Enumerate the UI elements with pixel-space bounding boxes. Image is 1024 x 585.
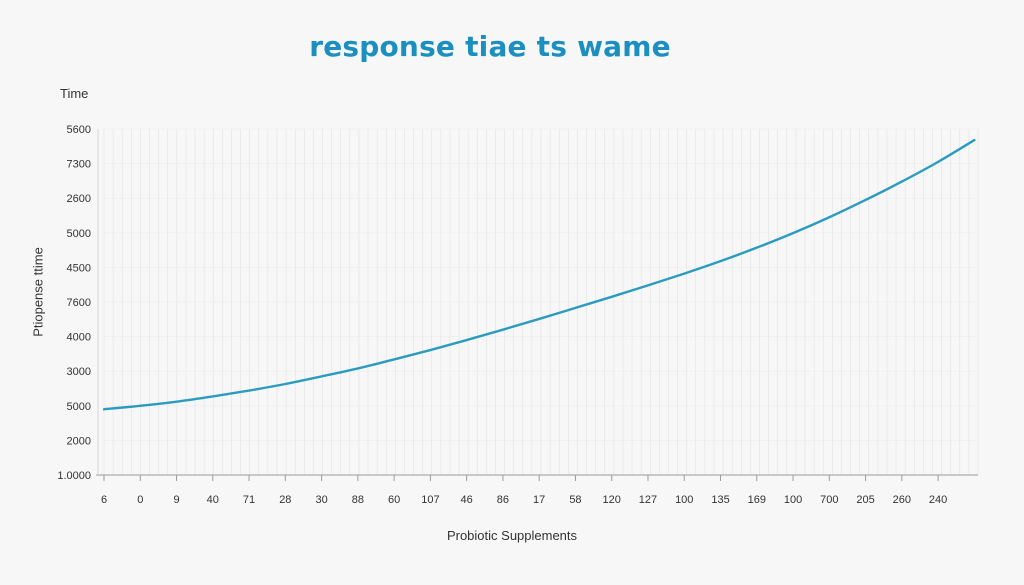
x-tick-label: 100 (784, 494, 802, 506)
x-tick-label: 71 (243, 494, 255, 506)
x-tick-label: 17 (533, 494, 545, 506)
x-tick-label: 205 (856, 494, 874, 506)
grid-lines (103, 128, 979, 476)
y-tick-label: 2600 (67, 193, 91, 205)
y-axis-ticks: 1.0000 2000 5000 3000 4000 7600 4500 5000 2600 73… (57, 124, 91, 482)
x-axis-label: Probiotic Supplements (446, 528, 578, 543)
chart-title: response tiae ts wame (309, 30, 671, 63)
x-tick-label: 6 (101, 494, 107, 506)
y-tick-label: 4500 (67, 262, 91, 274)
x-tick-label: 40 (207, 494, 219, 506)
y-tick-label: 5000 (67, 401, 91, 413)
x-axis-ticks: 6 0 9 40 71 28 30 88 60 107 46 86 17 58 120 127 100 135 16… (101, 475, 947, 506)
x-tick-label: 86 (497, 494, 509, 506)
x-tick-label: 46 (461, 494, 473, 506)
x-tick-label: 0 (137, 494, 143, 506)
series-line (102, 138, 976, 411)
y-tick-label: 7300 (67, 159, 91, 171)
x-tick-label: 700 (820, 494, 838, 506)
x-tick-label: 135 (711, 494, 729, 506)
x-tick-label: 58 (569, 494, 581, 506)
y-tick-label: 7600 (67, 297, 91, 309)
x-tick-label: 30 (315, 494, 327, 506)
x-tick-label: 107 (421, 494, 439, 506)
x-tick-label: 127 (639, 494, 657, 506)
y-tick-label: 5600 (67, 124, 91, 136)
y-unit-label: Time (60, 86, 89, 101)
x-tick-label: 28 (279, 494, 291, 506)
x-tick-label: 260 (893, 494, 911, 506)
series-group (102, 138, 976, 411)
axes (96, 129, 978, 476)
x-tick-label: 88 (352, 494, 364, 506)
x-tick-label: 240 (929, 494, 947, 506)
x-tick-label: 100 (675, 494, 693, 506)
x-tick-label: 60 (388, 494, 400, 506)
y-tick-label: 4000 (67, 332, 91, 344)
x-tick-label: 120 (603, 494, 621, 506)
y-tick-label: 3000 (67, 366, 91, 378)
x-tick-label: 9 (173, 494, 179, 506)
y-tick-label: 5000 (67, 228, 91, 240)
x-tick-label: 169 (748, 494, 766, 506)
y-tick-label: 1.0000 (57, 470, 91, 482)
y-tick-label: 2000 (67, 435, 91, 447)
